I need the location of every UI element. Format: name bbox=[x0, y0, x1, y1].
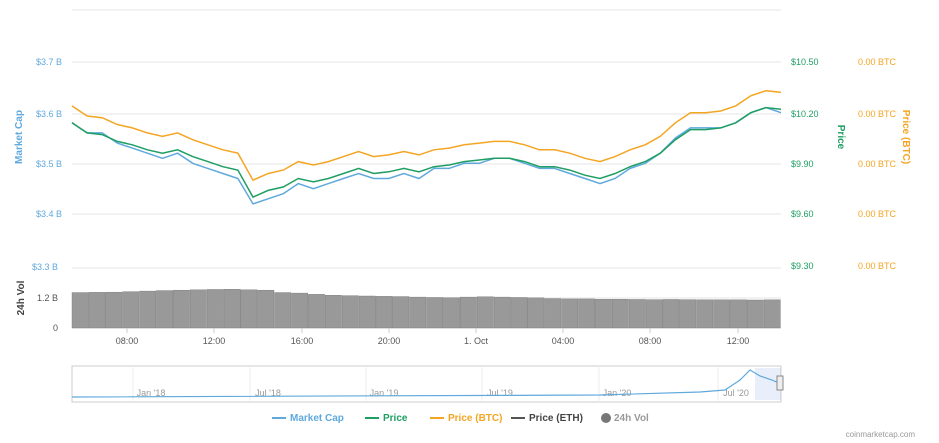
x-tick-label: 08:00 bbox=[639, 336, 662, 346]
legend-label[interactable]: Price (ETH) bbox=[529, 413, 583, 424]
volume-bar bbox=[679, 299, 697, 329]
volume-bar bbox=[747, 299, 764, 329]
vol-tick-label: $3.3 B bbox=[32, 262, 58, 272]
x-tick-label: 20:00 bbox=[378, 336, 401, 346]
left-tick-label: $3.4 B bbox=[36, 209, 62, 219]
btc-tick-label: 0.00 BTC bbox=[858, 159, 897, 169]
price-axis-title: Price bbox=[835, 125, 846, 150]
x-tick-label: 08:00 bbox=[116, 336, 139, 346]
navigator-handle[interactable] bbox=[776, 375, 784, 391]
credit-text: coinmarketcap.com bbox=[846, 430, 916, 439]
volume-bar bbox=[173, 289, 190, 329]
x-tick-label: 1. Oct bbox=[464, 336, 489, 346]
navigator-line bbox=[71, 369, 782, 398]
volume-bar bbox=[409, 296, 427, 329]
left-tick-label: $3.7 B bbox=[36, 57, 62, 67]
btc-axis-title: Price (BTC) bbox=[900, 110, 911, 164]
legend-label[interactable]: 24h Vol bbox=[614, 413, 649, 424]
navigator-tick-label: Jan '20 bbox=[603, 388, 632, 398]
volume-bar bbox=[595, 299, 612, 329]
legend-label[interactable]: Market Cap bbox=[290, 413, 344, 424]
vol-axis-title: 24h Vol bbox=[16, 280, 27, 315]
price-tick-label: $10.20 bbox=[791, 109, 819, 119]
navigator-tick-label: Jul '20 bbox=[723, 388, 749, 398]
series-market-cap-line bbox=[71, 106, 782, 205]
volume-bar bbox=[763, 299, 781, 329]
legend-label[interactable]: Price (BTC) bbox=[448, 413, 502, 424]
left-tick-label: $3.6 B bbox=[36, 109, 62, 119]
volume-bar bbox=[189, 289, 207, 329]
x-tick-label: 12:00 bbox=[727, 336, 750, 346]
navigator-tick-label: Jul '19 bbox=[487, 388, 513, 398]
volume-bar bbox=[375, 296, 393, 329]
volume-bar bbox=[240, 289, 258, 329]
price-tick-label: $10.50 bbox=[791, 57, 819, 67]
volume-bar bbox=[730, 299, 747, 329]
legend-label[interactable]: Price bbox=[383, 413, 408, 424]
volume-bar bbox=[105, 291, 123, 329]
volume-bar bbox=[460, 296, 477, 329]
volume-bar bbox=[139, 290, 157, 329]
volume-bar bbox=[443, 297, 460, 329]
series-price-btc-line bbox=[71, 89, 782, 182]
volume-bar bbox=[527, 297, 545, 329]
volume-bar bbox=[628, 299, 646, 329]
btc-tick-label: 0.00 BTC bbox=[858, 261, 897, 271]
volume-bar bbox=[156, 290, 173, 329]
volume-bar bbox=[662, 299, 680, 329]
volume-bar bbox=[223, 289, 241, 329]
vol-tick-label: 1.2 B bbox=[37, 293, 58, 303]
volume-bar bbox=[308, 294, 325, 329]
volume-bar bbox=[561, 298, 579, 329]
volume-bar bbox=[274, 292, 292, 329]
left-axis-title: Market Cap bbox=[14, 110, 25, 164]
volume-bar bbox=[71, 292, 89, 329]
volume-bar bbox=[341, 295, 359, 329]
navigator-tick-label: Jan '18 bbox=[137, 388, 166, 398]
volume-bar bbox=[206, 289, 224, 329]
navigator-tick-label: Jan '19 bbox=[370, 388, 399, 398]
volume-bar bbox=[493, 296, 511, 329]
btc-tick-label: 0.00 BTC bbox=[858, 109, 897, 119]
volume-bar bbox=[611, 299, 629, 329]
x-tick-label: 04:00 bbox=[552, 336, 575, 346]
volume-bar bbox=[510, 297, 528, 329]
volume-bar bbox=[257, 289, 275, 329]
volume-bar bbox=[696, 299, 714, 329]
price-tick-label: $9.60 bbox=[791, 209, 814, 219]
btc-tick-label: 0.00 BTC bbox=[858, 57, 897, 67]
series-price-line bbox=[71, 106, 782, 199]
volume-bar bbox=[358, 295, 376, 329]
x-tick-label: 16:00 bbox=[291, 336, 314, 346]
volume-bar bbox=[645, 299, 663, 329]
price-tick-label: $9.90 bbox=[791, 159, 814, 169]
vol-tick-label: 0 bbox=[53, 323, 58, 333]
volume-bar bbox=[426, 297, 443, 329]
volume-bar bbox=[544, 298, 562, 329]
volume-bar bbox=[578, 298, 595, 329]
volume-bar bbox=[713, 299, 730, 329]
volume-bar bbox=[122, 291, 140, 329]
btc-tick-label: 0.00 BTC bbox=[858, 209, 897, 219]
navigator-tick-label: Jul '18 bbox=[255, 388, 281, 398]
volume-bar bbox=[88, 292, 106, 329]
legend-marker[interactable] bbox=[601, 413, 611, 423]
volume-bar bbox=[476, 296, 494, 329]
price-tick-label: $9.30 bbox=[791, 261, 814, 271]
left-tick-label: $3.5 B bbox=[36, 159, 62, 169]
x-tick-label: 12:00 bbox=[203, 336, 226, 346]
volume-bar bbox=[291, 292, 308, 329]
volume-bar bbox=[392, 296, 410, 329]
volume-bar bbox=[325, 295, 342, 329]
